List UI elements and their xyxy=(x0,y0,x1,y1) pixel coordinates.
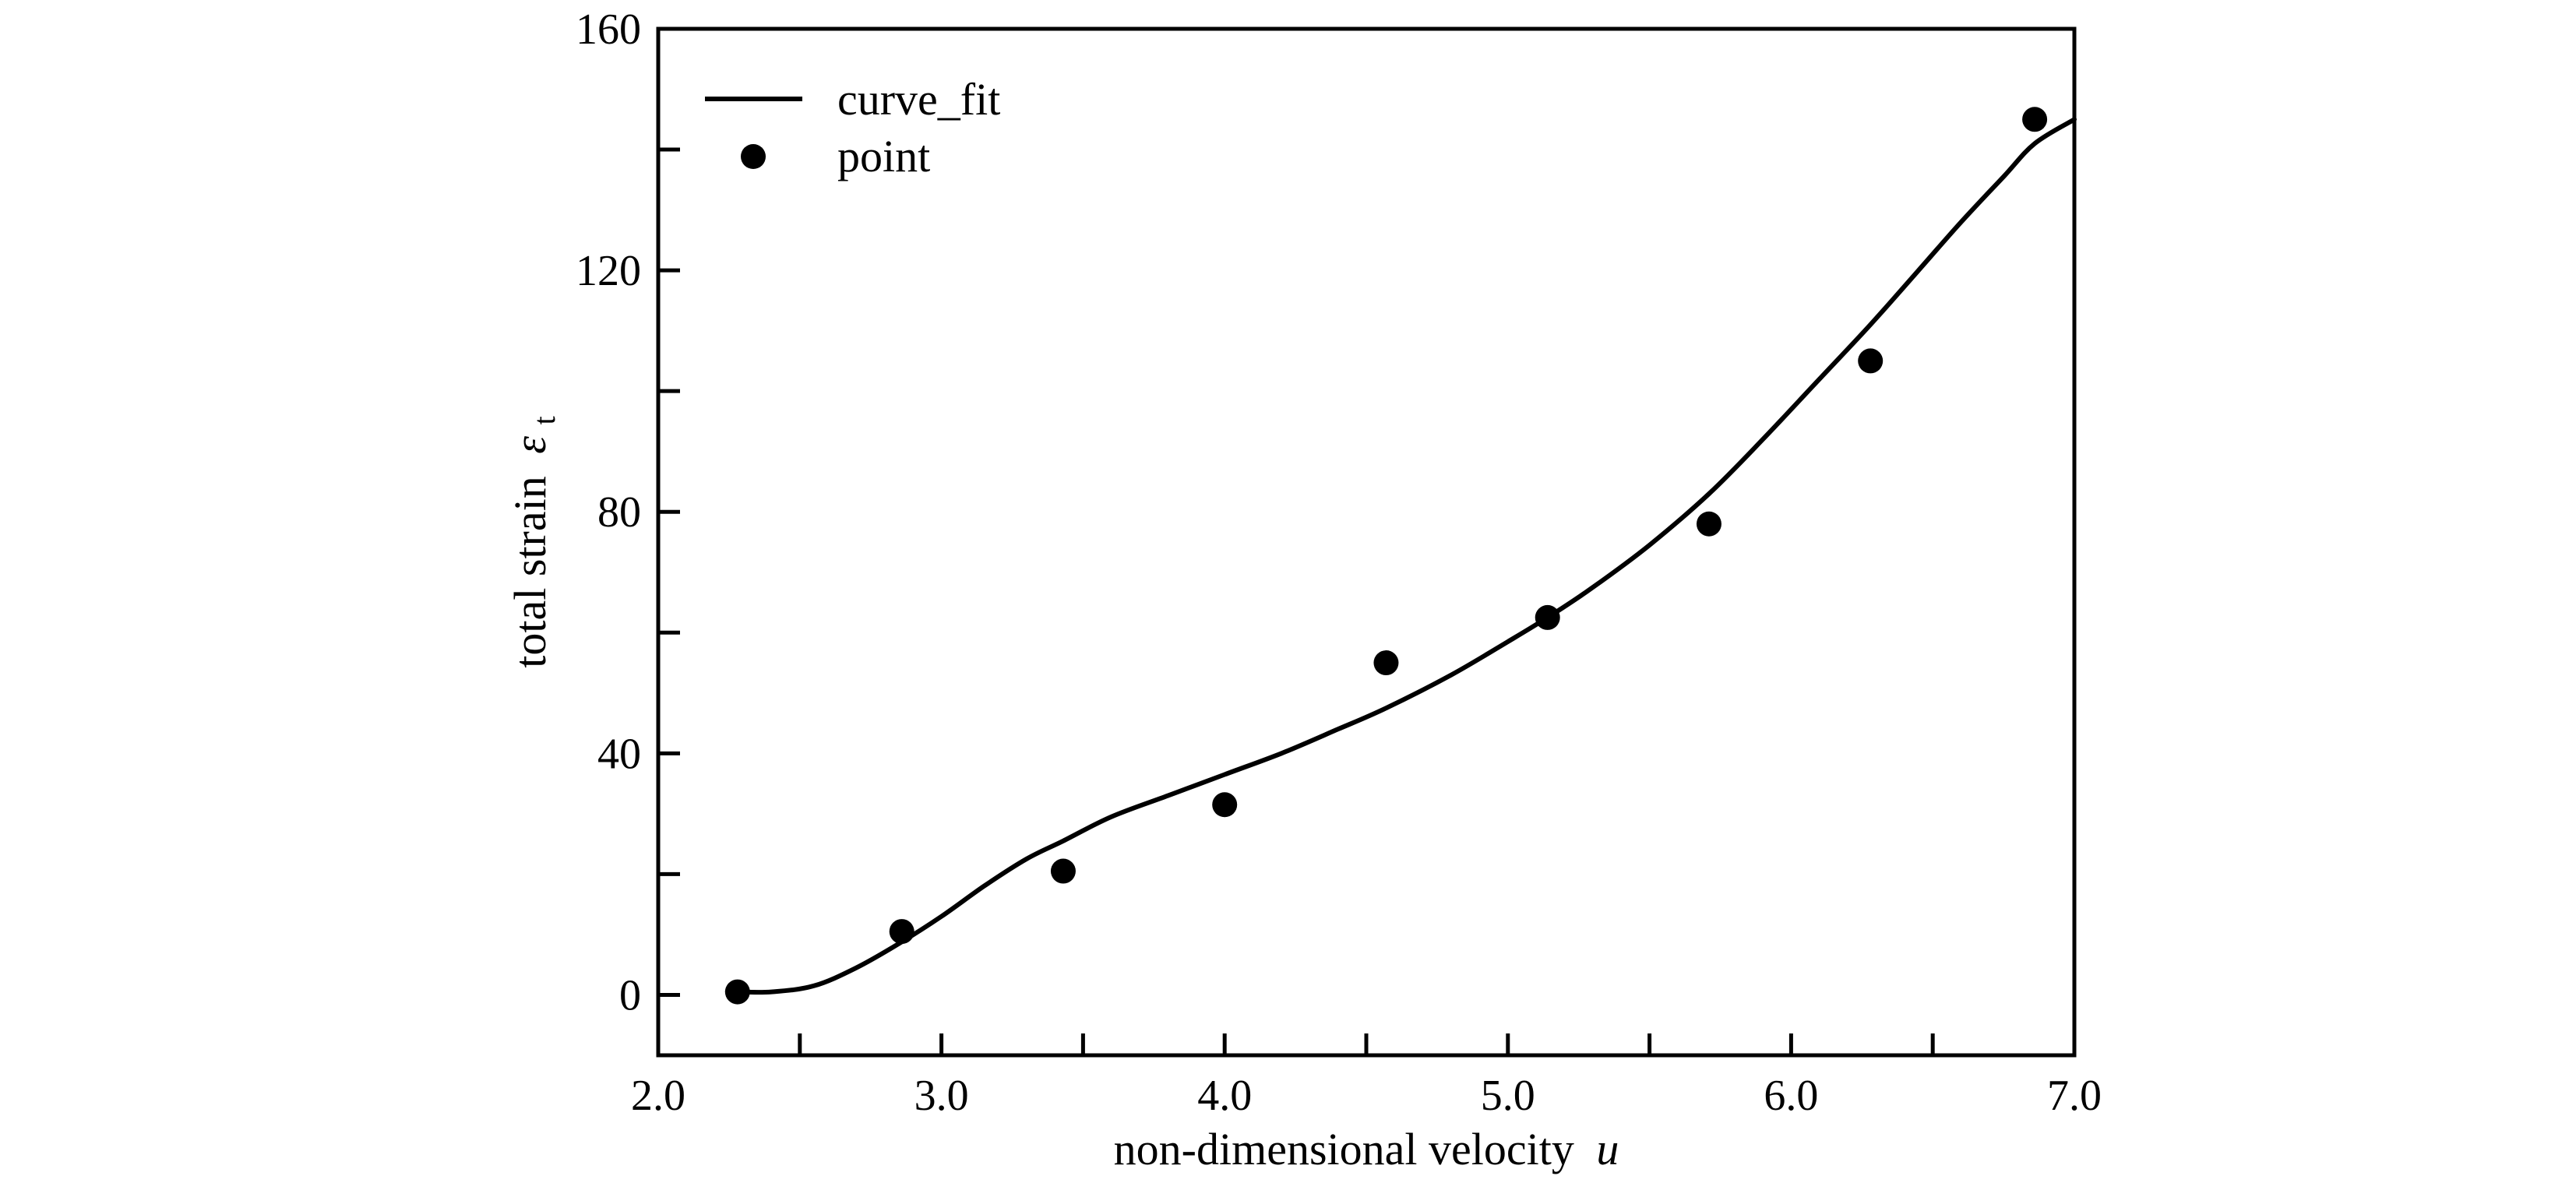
x-axis-ticks xyxy=(656,1033,2077,1055)
y-tick-label: 160 xyxy=(576,5,641,54)
data-point xyxy=(724,979,750,1005)
y-axis-label-text: total strain xyxy=(505,476,555,667)
y-tick-label: 80 xyxy=(597,488,641,537)
data-point xyxy=(1858,348,1884,374)
x-tick-label: 2.0 xyxy=(631,1072,685,1120)
legend-label-point: point xyxy=(837,131,930,181)
x-tick-label: 7.0 xyxy=(2047,1072,2102,1120)
x-tick-label: 6.0 xyxy=(1764,1072,1818,1120)
legend-label-curve-fit: curve_fit xyxy=(837,74,1000,125)
y-tick-label: 120 xyxy=(576,247,641,295)
data-point xyxy=(1212,792,1238,818)
y-axis-ticks xyxy=(658,26,680,997)
y-axis-label-symbol: ε xyxy=(505,436,555,454)
y-tick-label: 40 xyxy=(597,730,641,778)
series-layer xyxy=(724,107,2077,1005)
data-point xyxy=(1050,858,1076,884)
y-axis-label-subscript: t xyxy=(527,416,562,424)
legend: curve_fit point xyxy=(705,74,1000,181)
data-point xyxy=(889,919,914,945)
plot-frame xyxy=(656,26,2077,1058)
x-tick-label: 5.0 xyxy=(1481,1072,1535,1120)
plot-area: 2.0 3.0 4.0 5.0 6.0 7.0 0 40 80 120 160 xyxy=(576,5,2102,1120)
x-axis-label-symbol: u xyxy=(1596,1124,1619,1174)
x-axis-label-text: non-dimensional velocity xyxy=(1114,1124,1574,1174)
x-tick-label: 4.0 xyxy=(1197,1072,1252,1120)
data-point xyxy=(1535,604,1560,630)
x-axis-tick-labels: 2.0 3.0 4.0 5.0 6.0 7.0 xyxy=(631,1072,2102,1120)
x-axis-label: non-dimensional velocity u xyxy=(1114,1124,1619,1174)
curve-fit-line xyxy=(735,117,2077,995)
y-axis-tick-labels: 0 40 80 120 160 xyxy=(576,5,641,1019)
data-point xyxy=(2022,107,2048,132)
y-tick-label: 0 xyxy=(619,971,641,1019)
data-point xyxy=(1696,511,1721,537)
y-axis-label: total strain ε t xyxy=(505,416,562,667)
legend-swatch-point xyxy=(741,144,766,169)
data-point xyxy=(1373,650,1399,676)
x-tick-label: 3.0 xyxy=(914,1072,969,1120)
